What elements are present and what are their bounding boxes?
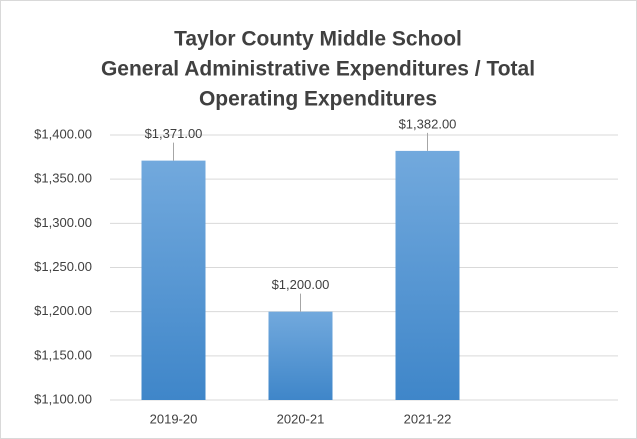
x-tick-label: 2021-22 (404, 411, 452, 426)
y-tick-label: $1,300.00 (34, 215, 92, 230)
y-tick-label: $1,350.00 (34, 171, 92, 186)
data-label: $1,382.00 (399, 116, 457, 131)
y-tick-label: $1,400.00 (34, 126, 92, 141)
y-tick-label: $1,150.00 (34, 347, 92, 362)
bar (268, 311, 333, 400)
y-tick-label: $1,250.00 (34, 259, 92, 274)
data-label: $1,200.00 (272, 277, 330, 292)
chart-title: General Administrative Expenditures / To… (101, 58, 535, 81)
y-tick-label: $1,100.00 (34, 391, 92, 406)
chart-title: Taylor County Middle School (174, 28, 462, 51)
bar (141, 160, 206, 400)
chart-title: Operating Expenditures (199, 88, 437, 111)
x-tick-label: 2020-21 (277, 411, 325, 426)
y-tick-label: $1,200.00 (34, 303, 92, 318)
x-tick-label: 2019-20 (150, 411, 198, 426)
data-label: $1,371.00 (145, 126, 203, 141)
bar (395, 150, 460, 400)
